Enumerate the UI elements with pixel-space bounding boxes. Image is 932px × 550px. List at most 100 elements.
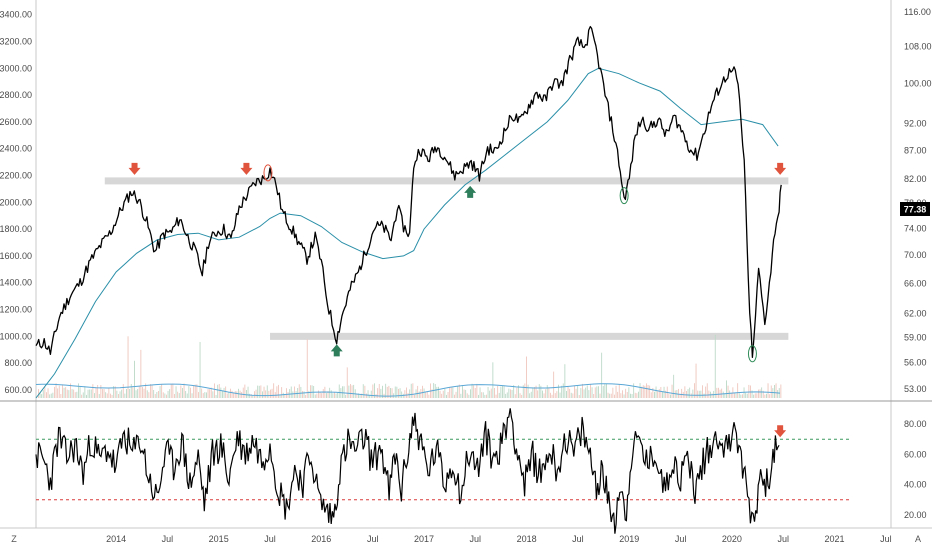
volume-bar: [154, 394, 156, 398]
left-tick-label-14: 3400.00: [0, 10, 32, 20]
volume-bar: [79, 386, 81, 398]
volume-bar: [290, 386, 292, 398]
volume-bar: [364, 385, 366, 398]
volume-bar: [668, 393, 670, 398]
volume-bar: [724, 393, 726, 398]
volume-bar: [610, 393, 612, 398]
volume-bar: [438, 386, 439, 398]
circled-point-2: [619, 187, 629, 205]
volume-bar: [78, 383, 79, 398]
time-tick-label-5: Jul: [367, 534, 379, 544]
volume-bar: [180, 385, 182, 398]
support-resistance-zones: [104, 177, 789, 340]
volume-bar: [441, 393, 443, 398]
volume-bar: [615, 385, 617, 398]
volume-bar: [127, 336, 129, 398]
auto-scale-button[interactable]: A: [915, 534, 921, 544]
right-tick-label-1: 56.00: [904, 357, 927, 367]
volume-bar: [146, 390, 148, 398]
volume-bar: [500, 386, 502, 398]
volume-bar: [678, 388, 679, 398]
volume-bar: [220, 387, 222, 398]
volume-bar: [492, 362, 494, 398]
volume-bar: [585, 387, 587, 398]
volume-bar: [278, 384, 279, 398]
volume-bar: [92, 384, 94, 398]
volume-bar: [143, 388, 145, 398]
volume-bar: [129, 389, 131, 398]
oscillator-axis[interactable]: 20.00 40.00 60.00 80.00: [904, 419, 927, 520]
volume-bar: [121, 389, 123, 398]
volume-bar: [692, 389, 694, 398]
time-tick-label-10: 2019: [619, 534, 639, 544]
volume-bar: [516, 387, 518, 398]
horizontal-zone-1[interactable]: [104, 177, 789, 185]
volume-bar: [110, 393, 111, 398]
volume-bar: [215, 395, 217, 398]
volume-bar: [655, 386, 657, 398]
volume-bar: [254, 391, 255, 398]
volume-bar: [652, 388, 654, 398]
time-axis[interactable]: 2014 Jul 2015 Jul 2016 Jul 2017 Jul 2018 Jul 2019 J…: [106, 534, 892, 544]
volume-bar: [583, 389, 585, 398]
volume-bar: [642, 385, 644, 398]
volume-bar: [330, 390, 332, 398]
right-tick-label-12: 108.00: [904, 42, 932, 52]
volume-bar: [572, 393, 574, 398]
oscillator-line[interactable]: [35, 408, 780, 534]
volume-bar: [182, 388, 183, 398]
volume-bar: [420, 389, 422, 398]
volume-bar: [198, 392, 199, 398]
volume-bar: [567, 386, 569, 398]
volume-bar: [681, 388, 683, 398]
volume-bar: [407, 392, 409, 398]
right-tick-label-2: 59.00: [904, 332, 927, 342]
volume-bar: [316, 393, 318, 398]
volume-bar: [695, 363, 697, 398]
volume-bar: [194, 384, 196, 398]
volume-average-line: [35, 383, 781, 397]
volume-bar: [116, 390, 118, 398]
volume-bar: [550, 392, 551, 398]
volume-bar: [703, 393, 705, 398]
volume-bar: [505, 393, 507, 398]
volume-bar: [532, 387, 534, 398]
volume-bar: [314, 394, 316, 398]
volume-bar: [148, 392, 150, 398]
volume-bar: [705, 386, 707, 398]
volume-bar: [551, 394, 553, 398]
oscillator-tick-label-3: 80.00: [904, 419, 927, 429]
horizontal-zone-2[interactable]: [270, 332, 789, 340]
moving-average-line[interactable]: [35, 67, 779, 399]
volume-bar: [204, 392, 206, 398]
volume-bar: [113, 386, 115, 398]
volume-bar: [358, 393, 359, 398]
volume-bar: [329, 387, 331, 398]
volume-bar: [86, 394, 87, 398]
volume-bar: [225, 386, 227, 398]
time-tick-label-15: Jul: [880, 534, 892, 544]
volume-bar: [662, 391, 663, 398]
volume-bar: [634, 392, 636, 398]
volume-bar: [503, 386, 505, 398]
right-tick-label-0: 53.00: [904, 384, 927, 394]
left-price-axis[interactable]: 600.00 800.00 1000.00 1200.00 1400.00 1600.00…: [0, 10, 32, 395]
volume-bar: [279, 394, 281, 398]
volume-bar: [538, 384, 540, 398]
volume-bar: [41, 394, 43, 398]
volume-bar: [158, 391, 159, 398]
volume-bar: [612, 387, 614, 398]
volume-bar: [42, 390, 44, 398]
volume-bar: [489, 390, 491, 398]
time-tick-label-7: Jul: [470, 534, 482, 544]
volume-bar: [100, 385, 102, 398]
volume-bar: [342, 386, 343, 398]
volume-bar: [630, 393, 631, 398]
volume-bar: [745, 392, 747, 398]
volume-bar: [735, 393, 737, 398]
price-line[interactable]: [35, 25, 782, 359]
volume-bar: [170, 384, 172, 398]
zoom-reset-button[interactable]: Z: [11, 534, 17, 544]
volume-bar: [292, 391, 294, 398]
